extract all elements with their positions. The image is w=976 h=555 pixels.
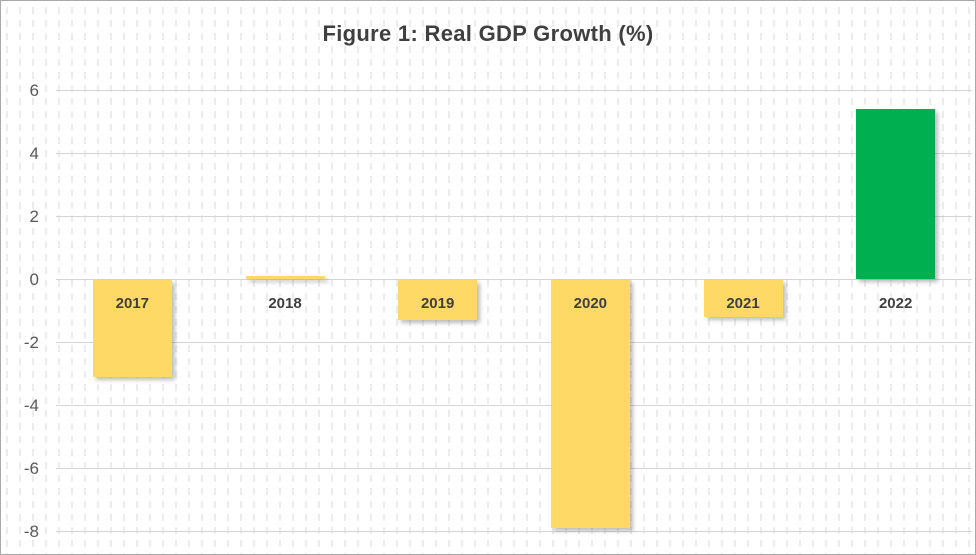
category-label-2019: 2019: [420, 294, 455, 312]
y-tick-label-6: 6: [29, 80, 39, 100]
category-label-2022: 2022: [878, 294, 913, 312]
y-tick-label--6: -6: [23, 458, 39, 478]
y-tick-label-0: 0: [29, 269, 39, 289]
gridline-4: [56, 153, 972, 154]
bar-2021: [703, 279, 783, 318]
y-tick-label--2: -2: [23, 332, 39, 352]
gridline-2: [56, 216, 972, 217]
bar-2022: [856, 109, 936, 280]
y-tick-label--4: -4: [23, 395, 39, 415]
bar-2019: [398, 279, 478, 321]
bar-2017: [92, 279, 172, 378]
gridline-6: [56, 90, 972, 91]
category-label-2020: 2020: [573, 294, 608, 312]
gridline--6: [56, 468, 972, 469]
category-label-2018: 2018: [268, 294, 302, 312]
gridline--2: [56, 342, 972, 343]
gridline--4: [56, 405, 972, 406]
y-tick-label-4: 4: [29, 143, 39, 163]
bar-2018: [245, 276, 325, 280]
category-label-2017: 2017: [115, 294, 150, 312]
gridline--8: [56, 531, 972, 532]
bar-2020: [550, 279, 630, 529]
y-tick-label-2: 2: [29, 206, 39, 226]
gridline-0: [56, 279, 972, 280]
chart-title: Figure 1: Real GDP Growth (%): [322, 21, 654, 46]
category-label-2021: 2021: [726, 294, 760, 312]
y-tick-label--8: -8: [23, 521, 39, 541]
